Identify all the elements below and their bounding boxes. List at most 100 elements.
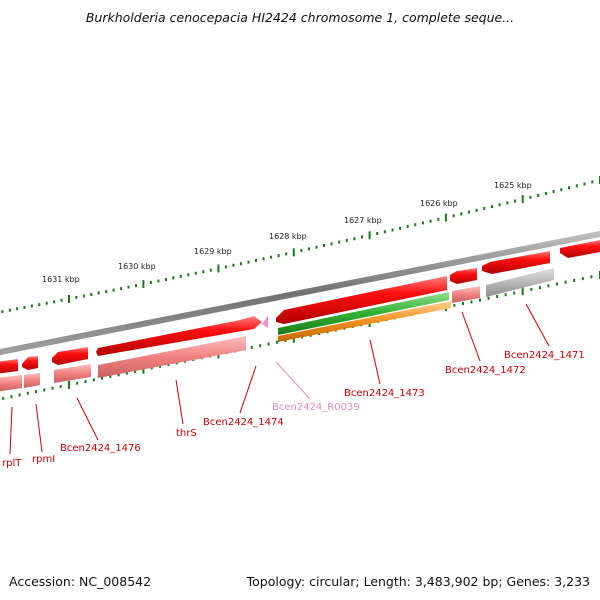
scale-tick [1,310,4,314]
gene-label-1476[interactable]: Bcen2424_1476 [60,443,141,454]
gene-label-thrS[interactable]: thrS [176,428,197,439]
scale-tick [117,373,120,377]
scale-tick [462,302,464,306]
scale-tick [552,190,555,194]
scale-tick [285,252,288,256]
topology-text: Topology: circular; Length: 3,483,902 bp… [246,574,590,589]
gene-block-1472-pink[interactable] [452,286,480,303]
scale-tick [239,262,242,266]
scale-tick [383,230,386,234]
scale-tick [391,228,394,232]
scale-label-1630: 1630 kbp [118,262,156,271]
scale-tick [537,193,540,197]
scale-tick [82,294,85,298]
scale-tick [92,378,95,382]
scale-tick [135,284,137,288]
scale-tick [575,184,578,188]
gene-block-thrS-pink[interactable] [54,364,91,383]
gene-block-rpmI[interactable] [22,356,38,370]
scale-tick [504,293,507,297]
scale-tick [467,210,470,214]
scale-tick [157,279,160,283]
scale-label-1625: 1625 kbp [494,181,532,190]
gene-label-1474[interactable]: Bcen2424_1474 [203,417,284,428]
scale-tick [45,301,48,305]
scale-tick [406,225,409,228]
leader-line-1476 [76,397,99,441]
scale-tick [84,380,87,383]
gene-block-thrS[interactable] [52,347,88,365]
scale-tick [59,385,62,389]
gene-label-rpmI[interactable]: rpmI [32,454,55,465]
scale-tick [134,369,137,373]
scale-tick [521,287,524,296]
scale-tick [18,393,21,397]
scale-tick [53,300,56,304]
scale-tick [259,344,262,348]
gene-block-rpmI-pink[interactable] [24,373,40,388]
scale-tick [224,265,227,269]
leader-line-1474 [239,365,257,414]
scale-tick [217,264,220,273]
accession-text: Accession: NC_008542 [9,574,152,589]
scale-tick [127,285,130,289]
leader-line-1471 [525,303,550,347]
scale-label-1631: 1631 kbp [42,275,80,284]
scale-tick [250,345,253,349]
scale-tick [429,219,432,223]
scale-tick [43,388,46,392]
gene-block-1473[interactable] [276,276,447,324]
scale-tick [120,287,123,291]
gene-block-1474-pink[interactable] [98,336,246,378]
gene-label-1472[interactable]: Bcen2424_1472 [445,365,526,376]
scale-tick [23,305,26,309]
scale-tick [573,278,576,282]
gene-block-1473-orange[interactable] [278,301,451,342]
scale-tick [300,249,303,253]
gene-block-1471[interactable] [560,240,600,258]
scale-tick [496,295,499,298]
scale-tick [247,260,250,264]
gene-block-rplT-pink[interactable] [0,375,22,392]
scale-tick [2,396,5,400]
scale-tick [232,263,235,267]
gene-block-1472b[interactable] [450,268,477,284]
scale-tick [8,308,11,312]
gene-block-rplT[interactable] [0,359,18,374]
scale-tick [307,247,310,251]
scale-tick [112,288,115,292]
scale-tick [414,223,417,227]
chromosome-backbone [0,230,600,356]
scale-tick [437,217,440,221]
gene-block-1474[interactable] [96,316,262,356]
scale-tick [109,375,112,378]
scale-tick [179,274,182,278]
scale-label-1627: 1627 kbp [344,216,382,225]
scale-tick [76,381,79,385]
scale-tick [90,293,93,296]
gene-label-r0039[interactable]: Bcen2424_R0039 [272,402,360,413]
gene-labels: Bcen2424_1471 Bcen2424_1472 Bcen2424_147… [2,350,585,469]
leader-line-1472 [461,311,481,362]
gene-block-r0039[interactable] [262,316,268,328]
gene-block-1472[interactable] [482,251,550,274]
scale-tick [444,213,447,222]
scale-tick [422,221,424,225]
scale-ticks [1,176,600,314]
scale-tick [172,276,175,280]
scale-tick [30,304,33,308]
scale-tick [506,201,509,205]
gene-label-1473[interactable]: Bcen2424_1473 [344,388,425,399]
gene-label-1471[interactable]: Bcen2424_1471 [504,350,585,361]
scale-tick [150,366,153,370]
gene-label-rplT[interactable]: rplT [2,458,22,469]
gene-block-1471-grey[interactable] [486,268,554,297]
scale-tick [292,248,295,257]
gene-row-forward [0,240,600,374]
gene-block-1473-green[interactable] [278,292,449,335]
scale-label-1628: 1628 kbp [269,232,307,241]
scale-tick [255,259,257,262]
scale-tick [330,242,333,246]
leader-line-rpmI [35,403,43,453]
scale-tick [142,280,145,289]
